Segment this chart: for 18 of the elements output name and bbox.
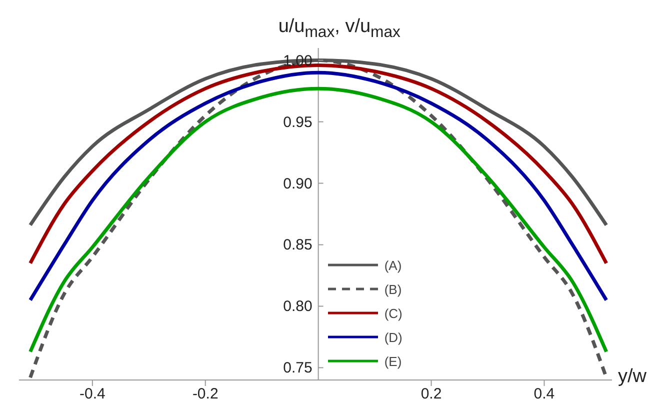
line-series	[28, 86, 608, 354]
y-tick-label: 0.75	[283, 360, 312, 377]
x-tick-label: 0.2	[420, 386, 442, 403]
x-axis-title: y/w	[618, 366, 646, 388]
legend-label: (D)	[384, 330, 402, 344]
x-tick-label: -0.2	[192, 386, 218, 403]
y-tick-label: 0.90	[283, 175, 312, 192]
legend-label: (A)	[384, 258, 402, 272]
line-series	[28, 70, 608, 302]
y-tick-label: 0.85	[283, 236, 312, 254]
legend-label: (C)	[384, 306, 402, 320]
y-axis-title: u/u$_{max}$, v/u$_{max}$	[278, 16, 400, 42]
x-tick-label: 0.4	[534, 386, 555, 403]
y-tick-label: 0.95	[283, 114, 312, 131]
legend-label: (B)	[384, 282, 402, 296]
x-tick-label: -0.4	[79, 386, 106, 403]
y-tick-label: 0.80	[283, 298, 312, 316]
legend-label: (E)	[384, 354, 402, 368]
